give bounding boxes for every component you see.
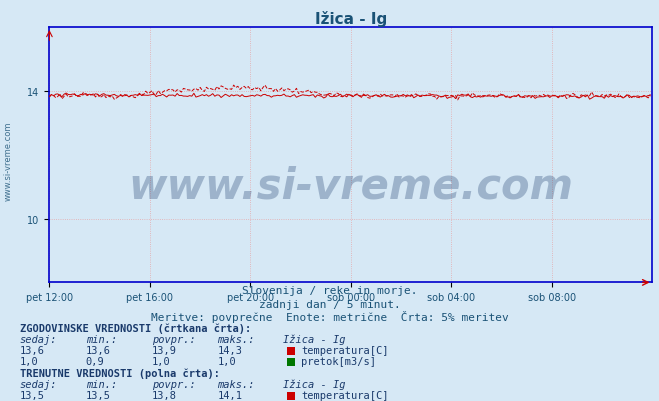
Text: maks.:: maks.: — [217, 379, 255, 389]
Text: 1,0: 1,0 — [152, 356, 170, 367]
Text: www.si-vreme.com: www.si-vreme.com — [129, 165, 573, 207]
Text: 0,9: 0,9 — [86, 356, 104, 367]
Text: sedaj:: sedaj: — [20, 334, 57, 344]
Text: povpr.:: povpr.: — [152, 334, 195, 344]
Text: Ižica - Ig: Ižica - Ig — [283, 334, 346, 344]
Text: min.:: min.: — [86, 334, 117, 344]
Text: maks.:: maks.: — [217, 334, 255, 344]
Text: sedaj:: sedaj: — [20, 379, 57, 389]
Text: zadnji dan / 5 minut.: zadnji dan / 5 minut. — [258, 299, 401, 309]
Text: 13,6: 13,6 — [86, 345, 111, 355]
Text: TRENUTNE VREDNOSTI (polna črta):: TRENUTNE VREDNOSTI (polna črta): — [20, 367, 219, 378]
Text: 1,0: 1,0 — [217, 356, 236, 367]
Text: 13,5: 13,5 — [86, 390, 111, 400]
Text: Meritve: povprečne  Enote: metrične  Črta: 5% meritev: Meritve: povprečne Enote: metrične Črta:… — [151, 310, 508, 322]
Text: 13,8: 13,8 — [152, 390, 177, 400]
Text: www.si-vreme.com: www.si-vreme.com — [3, 121, 13, 200]
Text: temperatura[C]: temperatura[C] — [301, 345, 389, 355]
Text: 14,3: 14,3 — [217, 345, 243, 355]
Text: pretok[m3/s]: pretok[m3/s] — [301, 356, 376, 367]
Text: Ižica - Ig: Ižica - Ig — [283, 379, 346, 389]
Text: povpr.:: povpr.: — [152, 379, 195, 389]
Title: Ižica - Ig: Ižica - Ig — [315, 11, 387, 27]
Text: 13,9: 13,9 — [152, 345, 177, 355]
Text: min.:: min.: — [86, 379, 117, 389]
Text: 14,1: 14,1 — [217, 390, 243, 400]
Text: Slovenija / reke in morje.: Slovenija / reke in morje. — [242, 286, 417, 296]
Text: 13,5: 13,5 — [20, 390, 45, 400]
Text: 1,0: 1,0 — [20, 356, 38, 367]
Text: 13,6: 13,6 — [20, 345, 45, 355]
Text: ZGODOVINSKE VREDNOSTI (črtkana črta):: ZGODOVINSKE VREDNOSTI (črtkana črta): — [20, 322, 251, 333]
Text: temperatura[C]: temperatura[C] — [301, 390, 389, 400]
